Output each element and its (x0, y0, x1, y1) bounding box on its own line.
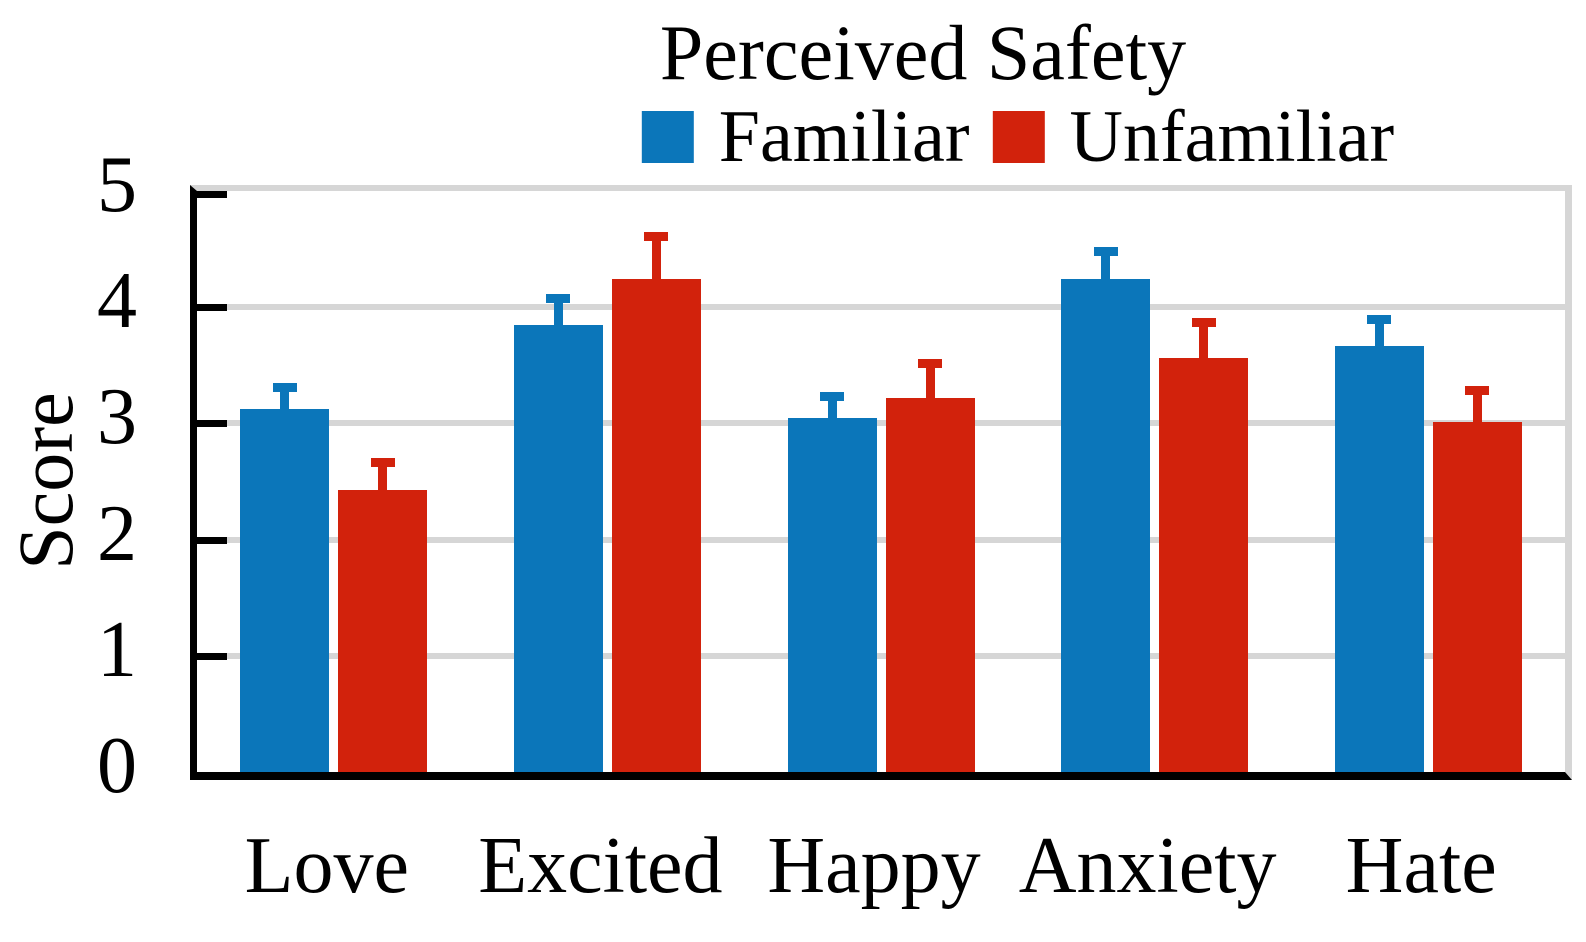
legend: Familiar Unfamiliar (641, 96, 1395, 178)
legend-swatch-familiar (641, 111, 694, 163)
error-cap-unfamiliar-hate (1465, 386, 1490, 396)
y-tick-mark-1 (197, 652, 227, 660)
error-cap-unfamiliar-happy (918, 359, 942, 369)
y-tick-label-3: 3 (97, 373, 137, 462)
y-tick-label-0: 0 (97, 722, 137, 810)
bar-familiar-anxiety (1061, 279, 1151, 772)
y-tick-mark-3 (197, 420, 227, 428)
error-whisker-unfamiliar-anxiety (1199, 324, 1209, 359)
plot-area (190, 185, 1572, 780)
bar-familiar-love (240, 409, 330, 772)
y-tick-mark-2 (197, 536, 227, 544)
error-whisker-familiar-love (280, 389, 290, 410)
error-cap-familiar-anxiety (1093, 246, 1118, 256)
error-cap-unfamiliar-love (370, 458, 395, 468)
bar-unfamiliar-love (338, 489, 428, 772)
bar-unfamiliar-anxiety (1159, 358, 1249, 772)
error-whisker-familiar-happy (827, 398, 837, 418)
x-tick-label-love: Love (244, 822, 409, 910)
error-whisker-familiar-excited (553, 301, 563, 325)
bar-familiar-excited (513, 324, 603, 772)
error-cap-unfamiliar-excited (644, 231, 669, 241)
gridline-2 (197, 536, 1565, 543)
x-tick-label-hate: Hate (1345, 822, 1497, 910)
x-tick-label-happy: Happy (767, 822, 981, 910)
error-cap-familiar-excited (546, 294, 571, 304)
gridline-3 (197, 420, 1565, 427)
y-tick-label-4: 4 (97, 257, 137, 346)
error-cap-unfamiliar-anxiety (1191, 317, 1216, 327)
gridline-1 (197, 652, 1565, 659)
error-whisker-familiar-hate (1374, 322, 1384, 346)
y-tick-mark-5 (197, 191, 227, 198)
x-tick-label-excited: Excited (478, 822, 723, 910)
error-whisker-unfamiliar-hate (1472, 393, 1482, 423)
error-cap-familiar-love (272, 382, 297, 392)
chart-title: Perceived Safety (659, 9, 1187, 96)
y-tick-label-5: 5 (97, 141, 137, 229)
bar-familiar-happy (787, 417, 877, 772)
error-cap-familiar-happy (820, 391, 844, 401)
error-whisker-familiar-anxiety (1101, 253, 1111, 280)
error-cap-familiar-hate (1367, 315, 1392, 325)
y-tick-label-1: 1 (97, 605, 137, 694)
legend-label-familiar: Familiar (718, 96, 970, 178)
y-tick-mark-4 (197, 304, 227, 312)
bar-unfamiliar-happy (885, 397, 975, 772)
bar-familiar-hate (1334, 345, 1424, 772)
bar-unfamiliar-excited (611, 279, 701, 772)
y-tick-label-2: 2 (97, 489, 137, 578)
error-whisker-unfamiliar-excited (651, 238, 661, 280)
error-whisker-unfamiliar-happy (925, 366, 935, 398)
legend-label-unfamiliar: Unfamiliar (1069, 96, 1395, 178)
bar-unfamiliar-hate (1432, 422, 1522, 772)
legend-swatch-unfamiliar (992, 111, 1045, 163)
error-whisker-unfamiliar-love (378, 465, 388, 490)
gridline-4 (197, 304, 1565, 311)
x-tick-label-anxiety: Anxiety (1018, 822, 1277, 910)
